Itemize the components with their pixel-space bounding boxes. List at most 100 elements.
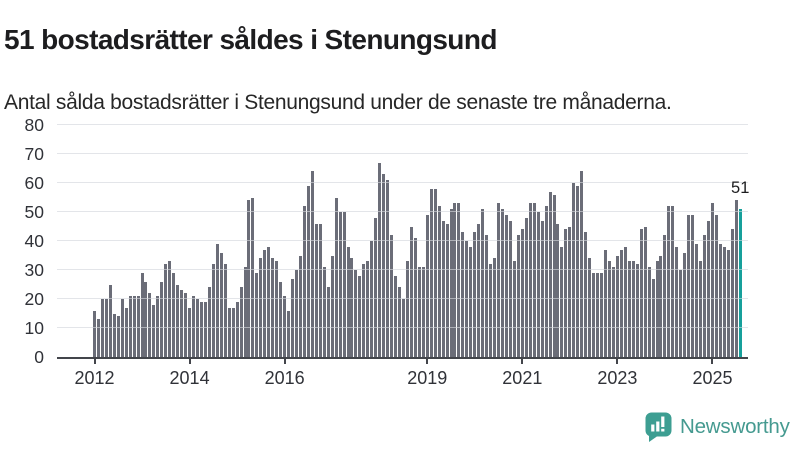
bar xyxy=(215,243,219,357)
bar xyxy=(390,235,394,357)
bar xyxy=(453,203,457,357)
bar xyxy=(219,252,223,357)
bar xyxy=(100,299,104,357)
bar xyxy=(128,296,132,357)
bar-chart: 0 10 20 30 40 50 60 70 80 2012 2014 2016 2019 2021 202… xyxy=(0,115,800,417)
bar xyxy=(338,212,342,357)
bar xyxy=(520,229,524,357)
bar xyxy=(287,310,291,357)
bar xyxy=(199,301,203,357)
y-axis-label: 60 xyxy=(24,173,44,193)
bar xyxy=(437,206,441,357)
bar xyxy=(318,223,322,357)
bar xyxy=(683,252,687,357)
bar xyxy=(691,214,695,357)
bar xyxy=(144,281,148,357)
x-axis-label: 2025 xyxy=(692,368,733,388)
bar xyxy=(413,238,417,357)
bar xyxy=(730,229,734,357)
page-title: 51 bostadsrätter såldes i Stenungsund xyxy=(4,23,497,55)
gridline xyxy=(57,124,748,125)
bar xyxy=(382,174,386,357)
x-axis-line xyxy=(57,357,748,359)
bar xyxy=(188,307,192,357)
bar xyxy=(477,223,481,357)
bar xyxy=(211,264,215,357)
bar xyxy=(707,220,711,357)
gridline xyxy=(57,182,748,183)
y-axis-label: 40 xyxy=(24,231,44,251)
bar xyxy=(512,261,516,357)
gridline xyxy=(57,269,748,270)
bar xyxy=(302,206,306,357)
x-axis-label: 2021 xyxy=(502,368,543,388)
gridline xyxy=(57,211,748,212)
bar xyxy=(600,272,604,357)
bar xyxy=(604,249,608,357)
bar xyxy=(576,185,580,357)
tick-mark xyxy=(188,359,191,364)
bar xyxy=(651,278,655,357)
y-axis-label: 80 xyxy=(24,115,44,135)
bar xyxy=(104,299,108,357)
bar xyxy=(516,235,520,357)
gridline xyxy=(57,298,748,299)
bar xyxy=(370,241,374,357)
bar xyxy=(425,214,429,357)
bar xyxy=(223,264,227,357)
bar xyxy=(342,212,346,357)
bar xyxy=(314,223,318,357)
highlighted-bar xyxy=(738,209,742,357)
bar xyxy=(326,287,330,357)
newsworthy-logo-icon xyxy=(645,412,672,443)
bar xyxy=(643,226,647,357)
bar xyxy=(132,296,136,357)
bar xyxy=(504,214,508,357)
bar xyxy=(124,307,128,357)
bar xyxy=(536,212,540,357)
bar xyxy=(346,246,350,357)
bar xyxy=(263,249,267,357)
bar xyxy=(540,220,544,357)
bar xyxy=(112,313,116,357)
bar xyxy=(429,188,433,357)
bar xyxy=(164,264,168,357)
x-axis-label: 2023 xyxy=(597,368,638,388)
bar xyxy=(148,293,152,357)
bar xyxy=(524,217,528,357)
bar xyxy=(508,220,512,357)
bar xyxy=(703,235,707,357)
bar xyxy=(354,270,358,357)
bar xyxy=(671,206,675,357)
bar xyxy=(552,194,556,357)
bar xyxy=(659,255,663,357)
bar xyxy=(544,206,548,357)
bar xyxy=(469,246,473,357)
bar xyxy=(366,261,370,357)
bar xyxy=(667,206,671,357)
bar xyxy=(184,293,188,357)
bar xyxy=(239,287,243,357)
bar xyxy=(362,264,366,357)
bar xyxy=(699,261,703,357)
bar xyxy=(283,296,287,357)
bar xyxy=(718,243,722,357)
tick-mark xyxy=(93,359,96,364)
bar xyxy=(635,264,639,357)
tick-mark xyxy=(521,359,524,364)
bar xyxy=(108,284,112,357)
bar xyxy=(259,258,263,357)
bar xyxy=(584,232,588,357)
bar xyxy=(291,278,295,357)
y-axis-label: 70 xyxy=(24,144,44,164)
bar xyxy=(136,296,140,357)
bar xyxy=(120,299,124,357)
bar xyxy=(243,267,247,357)
bar xyxy=(722,246,726,357)
x-axis-label: 2012 xyxy=(74,368,115,388)
bar xyxy=(663,235,667,357)
bar xyxy=(306,185,310,357)
bar xyxy=(485,235,489,357)
bar xyxy=(493,258,497,357)
bar xyxy=(623,246,627,357)
